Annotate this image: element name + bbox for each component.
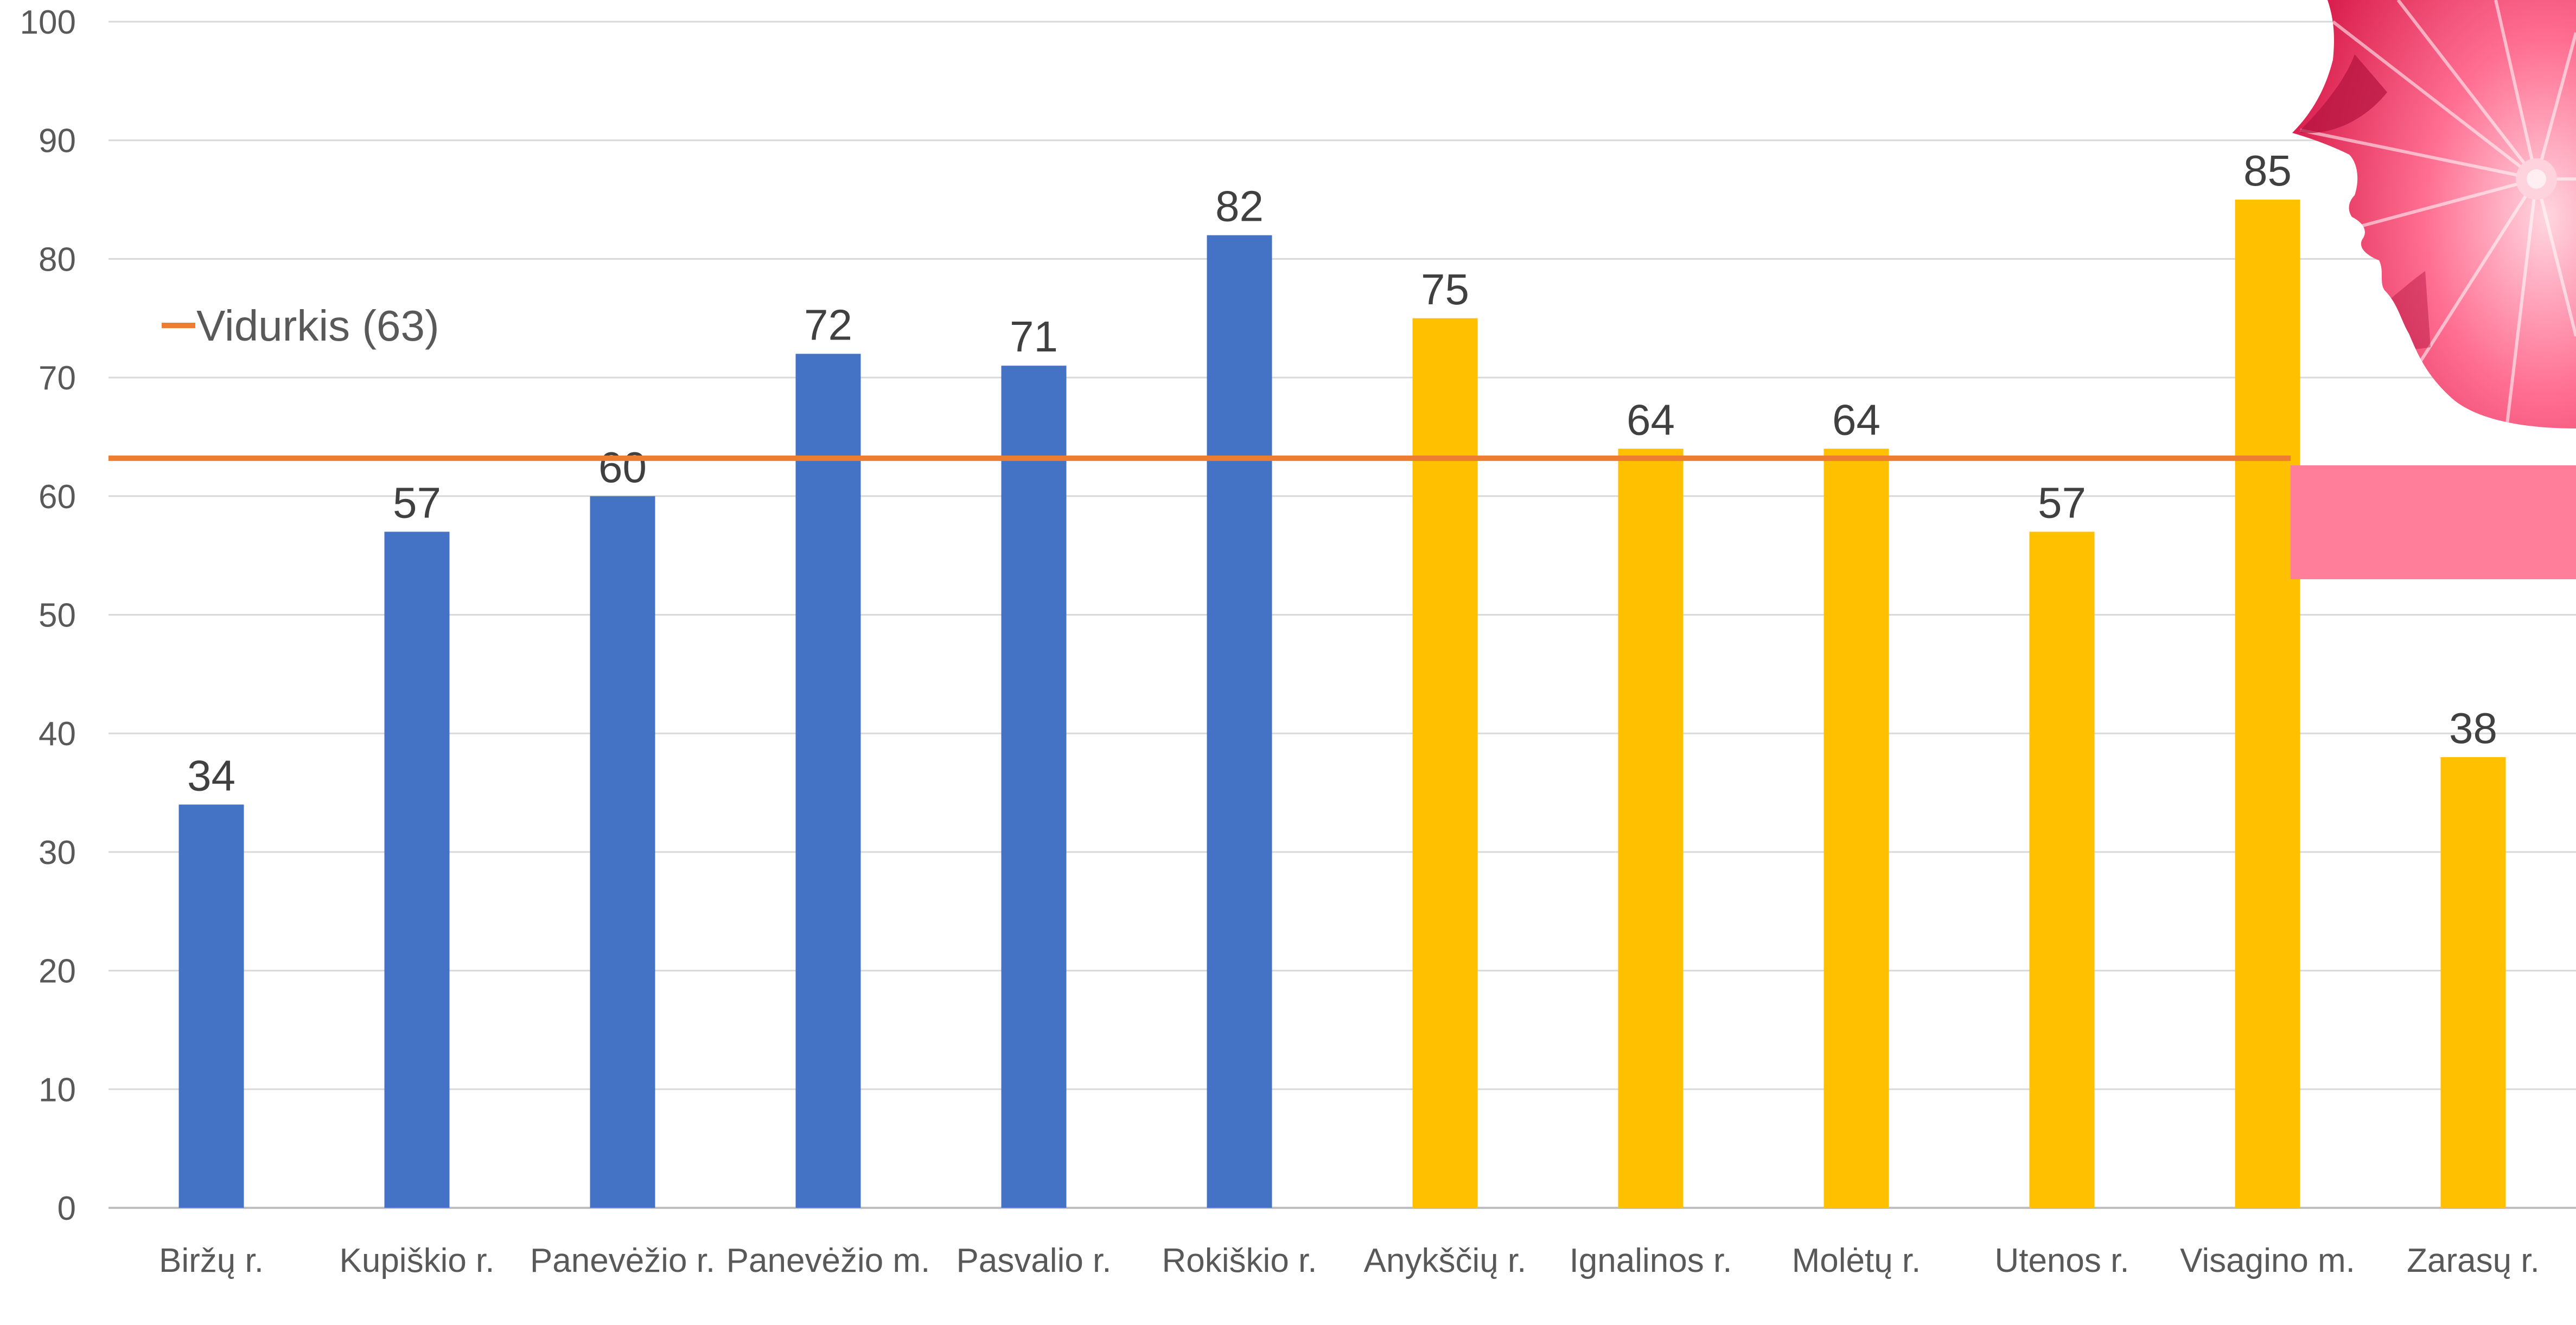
category-label: Visagino m. bbox=[2180, 1242, 2355, 1279]
bar bbox=[795, 354, 861, 1208]
data-label: 60 bbox=[598, 443, 647, 491]
category-label: Anykščių r. bbox=[1364, 1242, 1527, 1279]
y-tick-label: 30 bbox=[39, 834, 76, 872]
y-axis-ticks: 0 10 20 30 40 50 60 70 80 90 100 bbox=[20, 4, 76, 1227]
flower-petals bbox=[2292, 0, 2576, 428]
bar bbox=[2440, 757, 2506, 1208]
data-label: 82 bbox=[1215, 182, 1264, 231]
data-label: 64 bbox=[1832, 395, 1880, 444]
category-label: Rokiškio r. bbox=[1162, 1242, 1317, 1279]
bar bbox=[384, 532, 450, 1208]
data-label: 57 bbox=[2038, 478, 2086, 527]
y-tick-label: 80 bbox=[39, 241, 76, 278]
flower-face-icon bbox=[2291, 0, 2576, 579]
data-label: 34 bbox=[187, 751, 235, 799]
category-label: Zarasų r. bbox=[2407, 1242, 2540, 1279]
gridlines bbox=[109, 21, 2576, 1209]
y-tick-label: 90 bbox=[39, 123, 76, 160]
category-label: Panevėžio r. bbox=[530, 1242, 715, 1279]
bar bbox=[590, 496, 655, 1208]
bar bbox=[1412, 318, 1478, 1208]
data-label: 57 bbox=[393, 478, 441, 527]
y-tick-label: 40 bbox=[39, 715, 76, 753]
y-tick-label: 50 bbox=[39, 597, 76, 635]
pink-band-decoration bbox=[2291, 465, 2576, 579]
bars bbox=[178, 200, 2506, 1208]
y-tick-label: 70 bbox=[39, 360, 76, 397]
data-label: 85 bbox=[2243, 146, 2292, 195]
data-label: 75 bbox=[1421, 265, 1469, 313]
category-label: Molėtų r. bbox=[1792, 1242, 1921, 1279]
legend-label: Vidurkis (63) bbox=[196, 302, 439, 350]
category-label: Panevėžio m. bbox=[726, 1242, 930, 1279]
bar bbox=[2029, 532, 2095, 1208]
category-label: Utenos r. bbox=[1994, 1242, 2129, 1279]
y-tick-label: 100 bbox=[20, 4, 76, 41]
bar bbox=[2235, 200, 2300, 1208]
bar bbox=[1001, 366, 1067, 1208]
data-labels: 34 57 60 72 71 82 75 64 64 57 85 38 bbox=[187, 146, 2497, 799]
category-label: Biržų r. bbox=[159, 1242, 264, 1279]
y-tick-label: 60 bbox=[39, 478, 76, 516]
data-label: 71 bbox=[1010, 312, 1058, 361]
category-label: Pasvalio r. bbox=[956, 1242, 1111, 1279]
data-label: 38 bbox=[2449, 704, 2497, 752]
y-tick-label: 10 bbox=[39, 1071, 76, 1109]
legend: Vidurkis (63) bbox=[162, 302, 439, 350]
bar bbox=[178, 804, 244, 1208]
x-axis-categories: Biržų r. Kupiškio r. Panevėžio r. Panevėžio… bbox=[159, 1242, 2540, 1279]
category-label: Kupiškio r. bbox=[339, 1242, 494, 1279]
category-label: Ignalinos r. bbox=[1570, 1242, 1732, 1279]
y-tick-label: 0 bbox=[58, 1190, 76, 1227]
bar bbox=[1618, 449, 1684, 1208]
data-label: 72 bbox=[804, 300, 852, 349]
bar bbox=[1207, 235, 1272, 1208]
bar bbox=[1823, 449, 1889, 1208]
y-tick-label: 20 bbox=[39, 953, 76, 990]
data-label: 64 bbox=[1627, 395, 1675, 444]
